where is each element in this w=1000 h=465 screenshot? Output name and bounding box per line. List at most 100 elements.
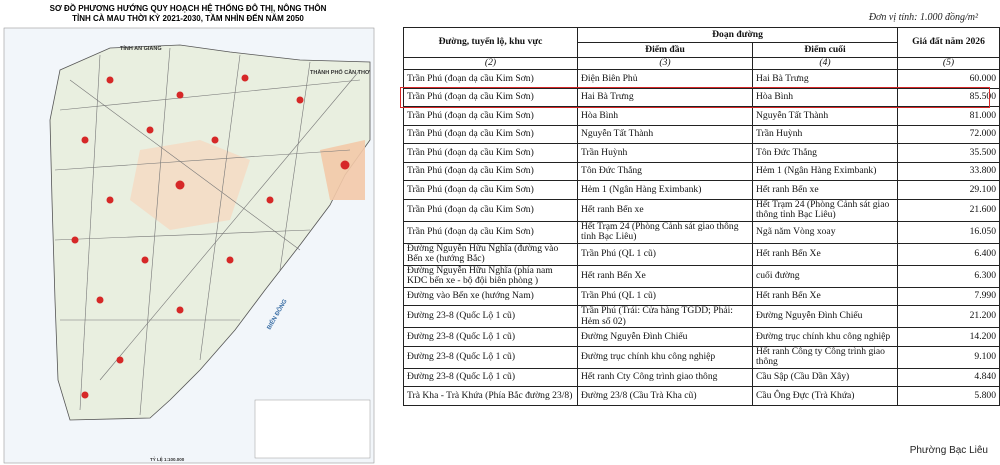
map-legend [254, 399, 371, 459]
price-cell: 35.500 [897, 143, 1000, 163]
table-row: Đường 23-8 (Quốc Lộ 1 cũ) Trần Phú (Trái:… [403, 305, 1000, 328]
column-number-row: (2) (3) (4) (5) [403, 57, 1000, 70]
price-cell: 9.100 [897, 345, 1000, 369]
table-head: Đường, tuyến lộ, khu vực Đoạn đường Giá … [403, 27, 1000, 58]
header-cell: Điểm cuối [751, 42, 899, 58]
settlement [175, 180, 185, 190]
header-cell: Đường, tuyến lộ, khu vực [403, 27, 578, 58]
map-title: SƠ ĐỒ PHƯƠNG HƯỚNG QUY HOẠCH HỆ THỐNG ĐÔ… [50, 3, 327, 13]
text-cell: Trần Phú (đoạn dạ cầu Kim Sơn) [403, 87, 578, 107]
text-cell: Hết ranh Bến xe [577, 198, 753, 222]
settlement [81, 136, 89, 144]
text-cell: Ngã năm Vòng xoay [751, 220, 899, 244]
text-cell: Đường Nguyễn Đình Chiểu [577, 327, 753, 347]
footer-note: Phường Bạc Liêu [909, 445, 988, 456]
price-cell: 16.050 [897, 220, 1000, 244]
road [69, 79, 301, 251]
unit-note: Đơn vị tính: 1.000 đồng/m² [868, 12, 978, 23]
text-cell: Hết ranh Bến xe [751, 180, 899, 200]
table-row: Đường vào Bến xe (hướng Nam) Trần Phú (QL… [403, 286, 1000, 306]
price-cell: 5.800 [897, 386, 1000, 406]
text-cell: Hai Bà Trưng [577, 87, 753, 107]
table-row: Đường Nguyễn Hữu Nghĩa (phía nam KDC bến… [403, 264, 1000, 288]
road [79, 54, 101, 411]
road [54, 229, 311, 241]
text-cell: Trần Phú (QL 1 cũ) [577, 242, 753, 266]
road [99, 69, 361, 381]
road [139, 47, 171, 416]
settlement [116, 356, 124, 364]
table-row: Trần Phú (đoạn dạ cầu Kim Sơn) Tôn Đức Th… [403, 161, 1000, 181]
table-row: Trần Phú (đoạn dạ cầu Kim Sơn) Hết ranh B… [403, 198, 1000, 222]
text-cell: Tôn Đức Thắng [751, 143, 899, 163]
table-row: Đường 23-8 (Quốc Lộ 1 cũ) Hết ranh Cty Cô… [403, 367, 1000, 387]
table-row: Đường 23-8 (Quốc Lộ 1 cũ) Đường trục chín… [403, 345, 1000, 369]
text-cell: Hòa Bình [577, 106, 753, 126]
column-number: (3) [577, 57, 753, 70]
text-cell: Đường 23-8 (Quốc Lộ 1 cũ) [403, 327, 578, 347]
price-cell: 60.000 [897, 69, 1000, 89]
text-cell: Nguyễn Tất Thành [577, 124, 753, 144]
text-cell: Trần Phú (đoạn dạ cầu Kim Sơn) [403, 69, 578, 89]
settlement-markers [71, 74, 350, 399]
settlement [106, 76, 114, 84]
text-cell: cuối đường [751, 264, 899, 288]
text-cell: Trần Phú (đoạn dạ cầu Kim Sơn) [403, 220, 578, 244]
text-cell: Hết Trạm 24 (Phòng Cảnh sát giao thông t… [577, 220, 753, 244]
text-cell: Đường 23-8 (Quốc Lộ 1 cũ) [403, 367, 578, 387]
table-row: Trần Phú (đoạn dạ cầu Kim Sơn) Hòa Bình Ng… [403, 106, 1000, 126]
text-cell: Trần Phú (QL 1 cũ) [577, 286, 753, 306]
settlement [176, 306, 184, 314]
price-cell: 29.100 [897, 180, 1000, 200]
text-cell: Đường trục chính khu công nghiệp [577, 345, 753, 369]
header-cell: Giá đất năm 2026 [897, 27, 1000, 58]
road [199, 54, 241, 361]
table-body: (2) (3) (4) (5) Trần Phú (đoạn dạ cầu Kim Sơ… [403, 57, 1000, 406]
price-cell: 33.800 [897, 161, 1000, 181]
text-cell: Cầu Ông Đực (Trà Khứa) [751, 386, 899, 406]
price-cell: 81.000 [897, 106, 1000, 126]
text-cell: Hết ranh Cty Công trình giao thông [577, 367, 753, 387]
settlement [146, 126, 154, 134]
text-cell: Trần Phú (Trái: Cửa hàng TGDD; Phải: Hẻm… [577, 305, 753, 328]
price-cell: 4.840 [897, 367, 1000, 387]
province-outline [49, 44, 371, 421]
road-network [54, 47, 361, 416]
text-cell: Tôn Đức Thắng [577, 161, 753, 181]
text-cell: Hết ranh Bến Xe [751, 242, 899, 266]
price-cell: 7.990 [897, 286, 1000, 306]
road [59, 79, 361, 111]
table-row: Trà Kha - Trà Khứa (Phía Bắc đường 23/8)… [403, 386, 1000, 406]
road [54, 149, 351, 171]
settlement [81, 391, 89, 399]
text-cell: Trần Phú (đoạn dạ cầu Kim Sơn) [403, 124, 578, 144]
text-cell: Đường vào Bến xe (hướng Nam) [403, 286, 578, 306]
text-cell: Đường Nguyễn Hữu Nghĩa (đường vào Bến xe… [403, 242, 578, 266]
text-cell: Đường Nguyễn Đình Chiểu [751, 305, 899, 328]
text-cell: Hòa Bình [751, 87, 899, 107]
urban-zone [320, 140, 365, 200]
text-cell: Đường Nguyễn Hữu Nghĩa (phía nam KDC bến… [403, 264, 578, 288]
map-title: TỈNH CÀ MAU THỜI KỲ 2021-2030, TẦM NHÌN … [72, 13, 304, 23]
price-cell: 6.300 [897, 264, 1000, 288]
text-cell: Trần Phú (đoạn dạ cầu Kim Sơn) [403, 106, 578, 126]
price-cell: 21.200 [897, 305, 1000, 328]
text-cell: Trần Huỳnh [577, 143, 753, 163]
settlement [226, 256, 234, 264]
settlement [211, 136, 219, 144]
settlement [241, 74, 249, 82]
price-cell: 85.500 [897, 87, 1000, 107]
text-cell: Đường 23-8 (Quốc Lộ 1 cũ) [403, 305, 578, 328]
text-cell: Hẻm 1 (Ngân Hàng Eximbank) [577, 180, 753, 200]
price-cell: 14.200 [897, 327, 1000, 347]
text-cell: Đường trục chính khu công nghiệp [751, 327, 899, 347]
text-cell: Trần Phú (đoạn dạ cầu Kim Sơn) [403, 161, 578, 181]
settlement [266, 196, 274, 204]
text-cell: Trần Phú (đoạn dạ cầu Kim Sơn) [403, 143, 578, 163]
price-cell: 21.600 [897, 198, 1000, 222]
table-row: Trần Phú (đoạn dạ cầu Kim Sơn) Trần Huỳnh… [403, 143, 1000, 163]
text-cell: Trà Kha - Trà Khứa (Phía Bắc đường 23/8) [403, 386, 578, 406]
table-row: Đường Nguyễn Hữu Nghĩa (đường vào Bến xe… [403, 242, 1000, 266]
text-cell: Nguyễn Tất Thành [751, 106, 899, 126]
region-label: TỈNH AN GIANG [120, 45, 162, 52]
